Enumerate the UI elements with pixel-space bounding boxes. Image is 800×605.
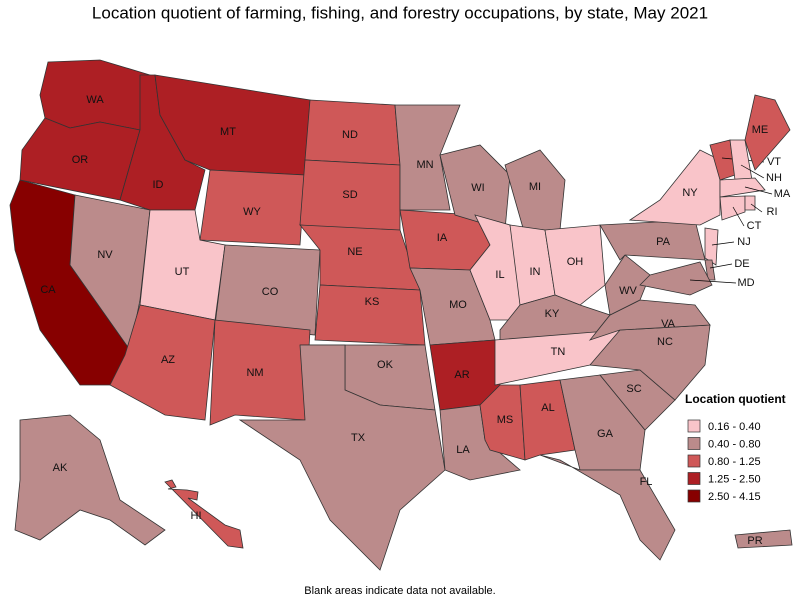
state-label: IN [530, 266, 541, 278]
state-label: VA [661, 318, 676, 330]
legend-swatch [687, 489, 701, 503]
state-label: SC [626, 383, 641, 395]
state [209, 319, 311, 426]
map-title: Location quotient of farming, fishing, a… [92, 3, 708, 22]
state [719, 195, 746, 221]
leader-line [711, 241, 735, 246]
state-label: MO [449, 299, 467, 311]
state-label: RI [767, 206, 778, 218]
state-label: PR [747, 535, 762, 547]
state-label: VT [767, 156, 781, 168]
state [238, 344, 446, 571]
state-label: PA [656, 236, 671, 248]
legend-label: 0.80 - 1.25 [708, 456, 761, 468]
state-label: UT [175, 266, 190, 278]
state [639, 261, 713, 296]
legend-title: Location quotient [685, 392, 786, 406]
state [628, 149, 721, 226]
state-label: NC [657, 336, 673, 348]
state [744, 195, 756, 211]
state-label: MN [416, 159, 433, 171]
state [214, 244, 321, 336]
state-label: AZ [161, 354, 175, 366]
state-label: CT [747, 220, 762, 232]
state-label: IL [495, 269, 504, 281]
state-label: GA [597, 428, 614, 440]
legend: 0.16 - 0.40 0.40 - 0.80 0.80 - 1.25 1.25 - … [687, 419, 761, 503]
state-label: DE [734, 258, 749, 270]
state-label: NJ [737, 236, 750, 248]
state-label: WI [471, 182, 484, 194]
legend-label: 1.25 - 2.50 [708, 473, 761, 485]
state-label: AL [541, 402, 554, 414]
state-label: CA [40, 284, 56, 296]
state-label: LA [456, 444, 470, 456]
state [539, 454, 676, 561]
state [314, 284, 426, 346]
state [704, 259, 716, 281]
state-label: IA [437, 232, 448, 244]
state-label: TX [351, 432, 366, 444]
state-label: MD [737, 277, 754, 289]
state-label: ID [153, 179, 164, 191]
state-label: KS [365, 296, 380, 308]
state-label: CO [262, 286, 279, 298]
leader-line [744, 186, 773, 195]
leader-line [689, 279, 737, 284]
leader-line [750, 203, 763, 213]
state-label: NE [347, 246, 362, 258]
state [504, 149, 566, 236]
state-label: WV [619, 285, 637, 297]
state [704, 227, 719, 266]
state-label: MS [497, 414, 514, 426]
state [599, 219, 706, 261]
state-label: ME [752, 124, 769, 136]
state-label: ND [342, 129, 358, 141]
state [164, 479, 244, 549]
state [394, 104, 461, 211]
state [439, 144, 511, 231]
footnote: Blank areas indicate data not available. [304, 585, 495, 597]
state-label: HI [191, 510, 202, 522]
state [744, 94, 791, 171]
legend-swatch [687, 419, 701, 433]
state-label: SD [342, 189, 357, 201]
legend-label: 2.50 - 4.15 [708, 491, 761, 503]
state [734, 529, 793, 549]
state-label: NM [246, 367, 263, 379]
state-label: NH [766, 172, 782, 184]
state-label: AR [454, 369, 469, 381]
legend-label: 0.16 - 0.40 [708, 421, 761, 433]
state-label: KY [545, 308, 560, 320]
state-label: NY [682, 187, 698, 199]
state-label: TN [551, 346, 566, 358]
state [604, 254, 651, 316]
state-label: OH [567, 256, 584, 268]
state-label: WA [86, 94, 104, 106]
state-label: MI [529, 181, 541, 193]
state [544, 224, 606, 306]
leader-line [732, 206, 745, 227]
legend-label: 0.40 - 0.80 [708, 438, 761, 450]
state [14, 414, 166, 546]
legend-swatch [687, 472, 701, 485]
state-label: MT [220, 126, 236, 138]
state-label: AK [53, 462, 68, 474]
legend-swatch [687, 437, 701, 450]
state-label: MA [774, 188, 791, 200]
state [519, 379, 576, 461]
leader-line [709, 263, 733, 269]
state-label: NV [97, 249, 113, 261]
state-label: FL [640, 476, 653, 488]
states: WA OR CA NV ID MT WY UT CO AZ NM ND SD NE KS OK TX MN IA MO… [9, 59, 793, 571]
state [199, 169, 306, 246]
state-label: OR [72, 154, 89, 166]
state-label: WY [243, 206, 261, 218]
state [719, 177, 766, 198]
state-label: OK [377, 359, 394, 371]
legend-swatch [687, 454, 701, 468]
leader-line [740, 164, 765, 179]
